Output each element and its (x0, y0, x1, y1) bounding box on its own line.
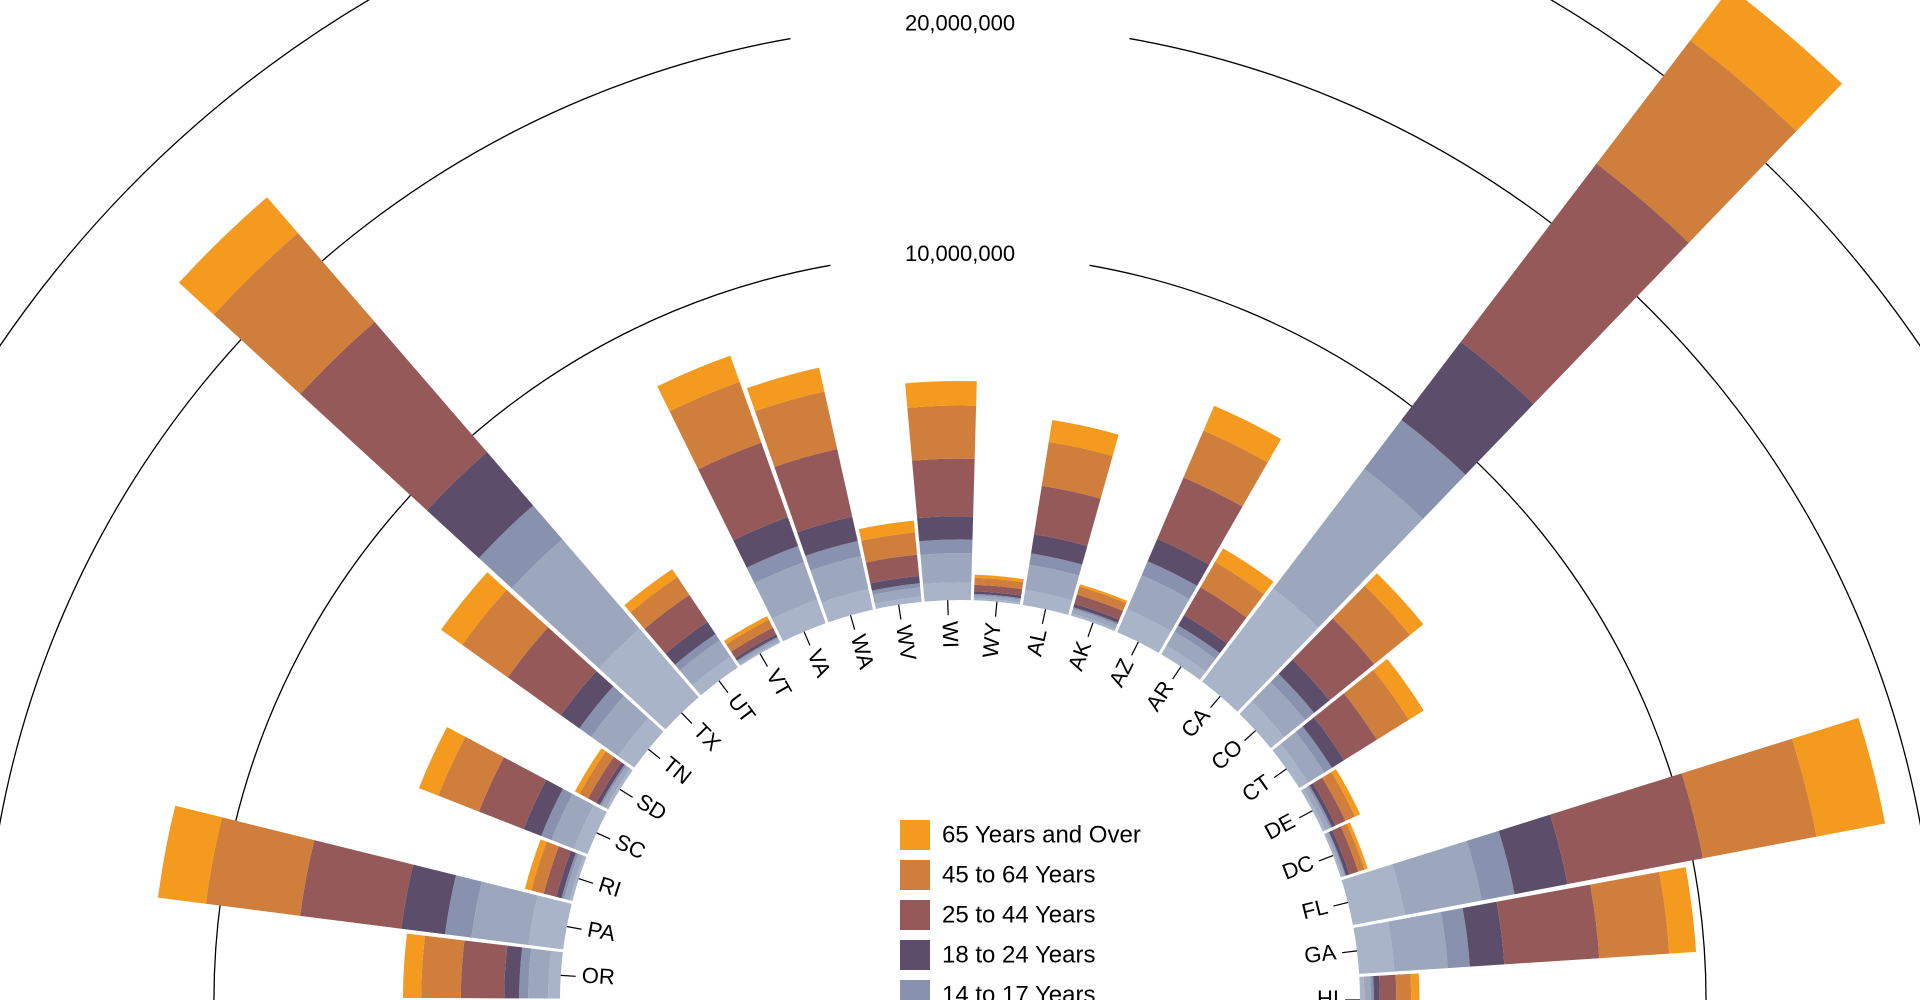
legend: 65 Years and Over 45 to 64 Years 25 to 44 … (900, 820, 1141, 1000)
state-label: AZ (1104, 654, 1139, 690)
state-tick (804, 632, 810, 646)
state-tick (648, 749, 660, 758)
bar-segment (461, 940, 508, 998)
bar-segment (421, 936, 464, 998)
state-label: RI (596, 872, 625, 902)
legend-label: 25 to 44 Years (942, 902, 1095, 929)
state-tick (899, 605, 901, 620)
bar-segment (548, 951, 563, 999)
bar-segment (1682, 739, 1817, 859)
state-label: HI (1317, 986, 1339, 1000)
state-tick (1042, 609, 1045, 624)
state-tick (597, 833, 611, 839)
bar-segment (1392, 841, 1482, 915)
state-tick (1333, 902, 1348, 906)
bar-segment (1373, 976, 1380, 1000)
state-tick (1245, 731, 1256, 741)
legend-label: 45 to 64 Years (942, 862, 1095, 889)
state-tick (760, 654, 768, 667)
state-tick (996, 602, 997, 617)
state-label: SC (611, 829, 649, 865)
bar-segment (920, 553, 972, 584)
bar-segment (1353, 922, 1394, 974)
bar-segment (1364, 976, 1371, 1000)
legend-swatch (900, 820, 930, 850)
state-label: SD (632, 788, 671, 825)
state-label: FL (1299, 894, 1330, 925)
state-tick (851, 615, 855, 629)
bar-segment (912, 459, 975, 518)
state-label: OR (581, 963, 615, 990)
state-label: CA (1176, 703, 1215, 743)
state-tick (1274, 769, 1286, 778)
radial-axis-label: 20,000,000 (905, 11, 1015, 36)
state-tick (682, 713, 692, 724)
state-tick (1210, 696, 1220, 707)
state-label: TN (658, 751, 697, 789)
bar-segment (1359, 977, 1364, 1000)
state-tick (1299, 811, 1312, 818)
legend-swatch (900, 900, 930, 930)
state-label: DC (1279, 850, 1318, 885)
state-label: WY (978, 621, 1006, 659)
state-tick (1132, 642, 1139, 655)
bar-segment (471, 882, 537, 945)
state-tick (567, 927, 582, 930)
legend-label: 14 to 17 Years (942, 982, 1095, 1000)
state-label: VT (761, 665, 797, 702)
legend-swatch (900, 980, 930, 1000)
state-tick (719, 681, 728, 693)
bar-segment (206, 817, 314, 916)
state-tick (620, 789, 633, 797)
bar-segment (907, 405, 976, 460)
legend-swatch (900, 860, 930, 890)
bar-segment (1550, 773, 1703, 884)
radial-axis-label: 10,000,000 (905, 241, 1015, 266)
state-tick (1173, 667, 1181, 680)
state-label: AR (1141, 676, 1179, 715)
state-label: AK (1063, 638, 1096, 674)
bar-segment (923, 582, 971, 601)
bar-segment (905, 381, 977, 408)
radial-stacked-bar-chart: 10,000,00020,000,00030,000,000ORPARISCSD… (0, 0, 1920, 1000)
bar-segment (300, 840, 413, 929)
state-label: CT (1237, 769, 1275, 806)
state-label: GA (1303, 939, 1338, 968)
state-label: DE (1260, 808, 1299, 844)
bar-segment (1410, 973, 1419, 1000)
state-label: PA (585, 916, 617, 946)
state-label: WA (846, 632, 880, 672)
legend-swatch (900, 940, 930, 970)
state-label: CO (1206, 734, 1247, 775)
state-label: AL (1021, 627, 1051, 659)
bar-segment (1388, 912, 1448, 972)
state-label: TX (688, 718, 726, 756)
bar-segment (1590, 872, 1669, 958)
state-tick (579, 879, 593, 884)
bar-segment (1396, 974, 1412, 1000)
state-tick (1319, 856, 1333, 861)
state-label: WV (891, 623, 921, 662)
legend-label: 18 to 24 Years (942, 942, 1095, 969)
legend-label: 65 Years and Over (942, 822, 1141, 849)
state-tick (1342, 951, 1357, 953)
bar-segment (1497, 885, 1600, 965)
state-tick (561, 975, 576, 976)
bar-segment (528, 949, 551, 999)
state-label: UT (723, 689, 761, 727)
bar-segment (919, 539, 972, 554)
state-label: VA (802, 645, 836, 681)
bar-segment (1379, 975, 1396, 1000)
state-label: WI (938, 621, 964, 649)
state-tick (1088, 623, 1093, 637)
bar-segment (917, 516, 973, 541)
